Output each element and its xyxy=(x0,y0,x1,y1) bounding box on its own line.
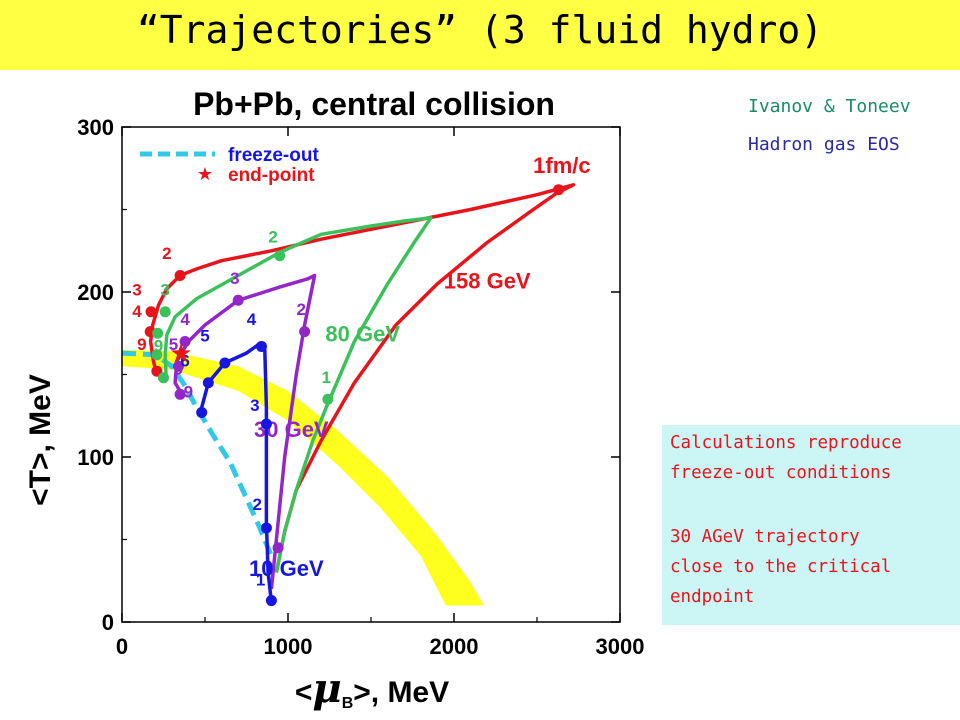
legend-freeze-out-label: freeze-out xyxy=(228,145,319,166)
y-tick-label: 200 xyxy=(77,280,114,305)
freeze-out-curve xyxy=(121,350,274,557)
series-80-gev-point xyxy=(151,349,163,361)
title-bar xyxy=(0,0,960,70)
chart-title: Pb+Pb, central collision xyxy=(193,86,555,122)
series-10-gev-label: 6 xyxy=(180,351,189,370)
series-80-gev-point xyxy=(152,327,164,339)
series-80-gev-point xyxy=(274,250,286,262)
series-158-gev-label: 9 xyxy=(137,335,146,354)
series-10-gev-point xyxy=(260,418,272,430)
series-30-gev-point xyxy=(272,542,284,554)
series-10-gev-point xyxy=(260,522,272,534)
series-10-gev-point xyxy=(219,357,231,369)
series-10-gev-label: 1 xyxy=(256,571,265,590)
series-30-gev-label: 9 xyxy=(184,383,193,402)
series-30-gev-label: 9 xyxy=(174,360,183,379)
series-80-gev-point xyxy=(322,393,334,405)
y-tick-label: 300 xyxy=(77,115,114,140)
series-80-gev-label: 9 xyxy=(154,336,163,355)
series-80-gev-line xyxy=(163,216,433,573)
x-tick-label: 2000 xyxy=(430,634,479,659)
series-80-gev-point xyxy=(159,306,171,318)
series-10-gev-label: 4 xyxy=(247,310,257,329)
series-158-gev-label: 2 xyxy=(162,244,171,263)
note-line-5: endpoint xyxy=(670,587,755,607)
series-30-gev-label: 3 xyxy=(230,269,239,288)
x-tick-label: 3000 xyxy=(596,634,645,659)
series-10-gev-point xyxy=(202,377,214,389)
series-158-gev-line xyxy=(148,183,576,573)
author-label: Ivanov & Toneev xyxy=(748,96,911,117)
series-30-gev-line xyxy=(173,273,317,590)
x-tick-label: 0 xyxy=(116,634,128,659)
series-30-gev-label: 4 xyxy=(180,310,190,329)
series-158-gev-label: 3 xyxy=(132,280,141,299)
end-point-star: ★ xyxy=(169,339,192,369)
y-tick-label: 100 xyxy=(77,445,114,470)
series-10-gev-label: 2 xyxy=(253,495,262,514)
series-158-gev-label: 1fm/c xyxy=(533,153,590,178)
series-158-gev-point xyxy=(145,306,157,318)
note-line-3: 30 AGeV trajectory xyxy=(670,527,860,547)
series-10-gev-label: 10 GeV xyxy=(249,556,324,581)
series-10-gev-point xyxy=(265,595,277,607)
freeze-out-band xyxy=(122,349,484,606)
x-axis-label: <μB>, MeV xyxy=(295,665,449,712)
series-10-gev-point xyxy=(255,340,267,352)
y-axis-label: <T>, MeV xyxy=(24,374,57,506)
series-30-gev-point xyxy=(299,326,311,338)
series-30-gev-label: 2 xyxy=(297,300,306,319)
series-10-gev-label: 3 xyxy=(250,396,259,415)
series-10-gev-point xyxy=(196,406,208,418)
series-80-gev-label: 1 xyxy=(321,368,330,387)
series-158-gev-label: 158 GeV xyxy=(444,269,531,294)
slide-title: “Trajectories” (3 fluid hydro) xyxy=(136,8,824,52)
series-158-gev-label: 4 xyxy=(132,302,142,321)
series-158-gev-point xyxy=(553,184,565,196)
series-80-gev-label: 2 xyxy=(268,228,277,247)
series-30-gev-point xyxy=(232,294,244,306)
series-80-gev-label: 3 xyxy=(160,280,169,299)
series-30-gev-point xyxy=(179,336,191,347)
legend-end-point-label: end-point xyxy=(228,165,315,186)
legend-end-point-star: ★ xyxy=(197,164,213,185)
series-80-gev-label: 80 GeV xyxy=(325,322,400,347)
note-line-4: close to the critical xyxy=(670,557,892,577)
x-tick-label: 1000 xyxy=(264,634,313,659)
y-tick-label: 0 xyxy=(102,610,114,635)
eos-label: Hadron gas EOS xyxy=(748,134,900,155)
series-158-gev-point xyxy=(174,270,186,281)
note-line-1: Calculations reproduce xyxy=(670,433,902,453)
series-30-gev-label: 5 xyxy=(169,335,178,354)
note-line-2: freeze-out conditions xyxy=(670,463,892,483)
note-box: Calculations reproduce freeze-out condit… xyxy=(662,425,960,625)
series-30-gev-point xyxy=(174,388,186,400)
series-10-gev-label: 5 xyxy=(200,327,209,346)
series-80-gev-point xyxy=(158,372,169,384)
series-30-gev-point xyxy=(172,360,184,372)
